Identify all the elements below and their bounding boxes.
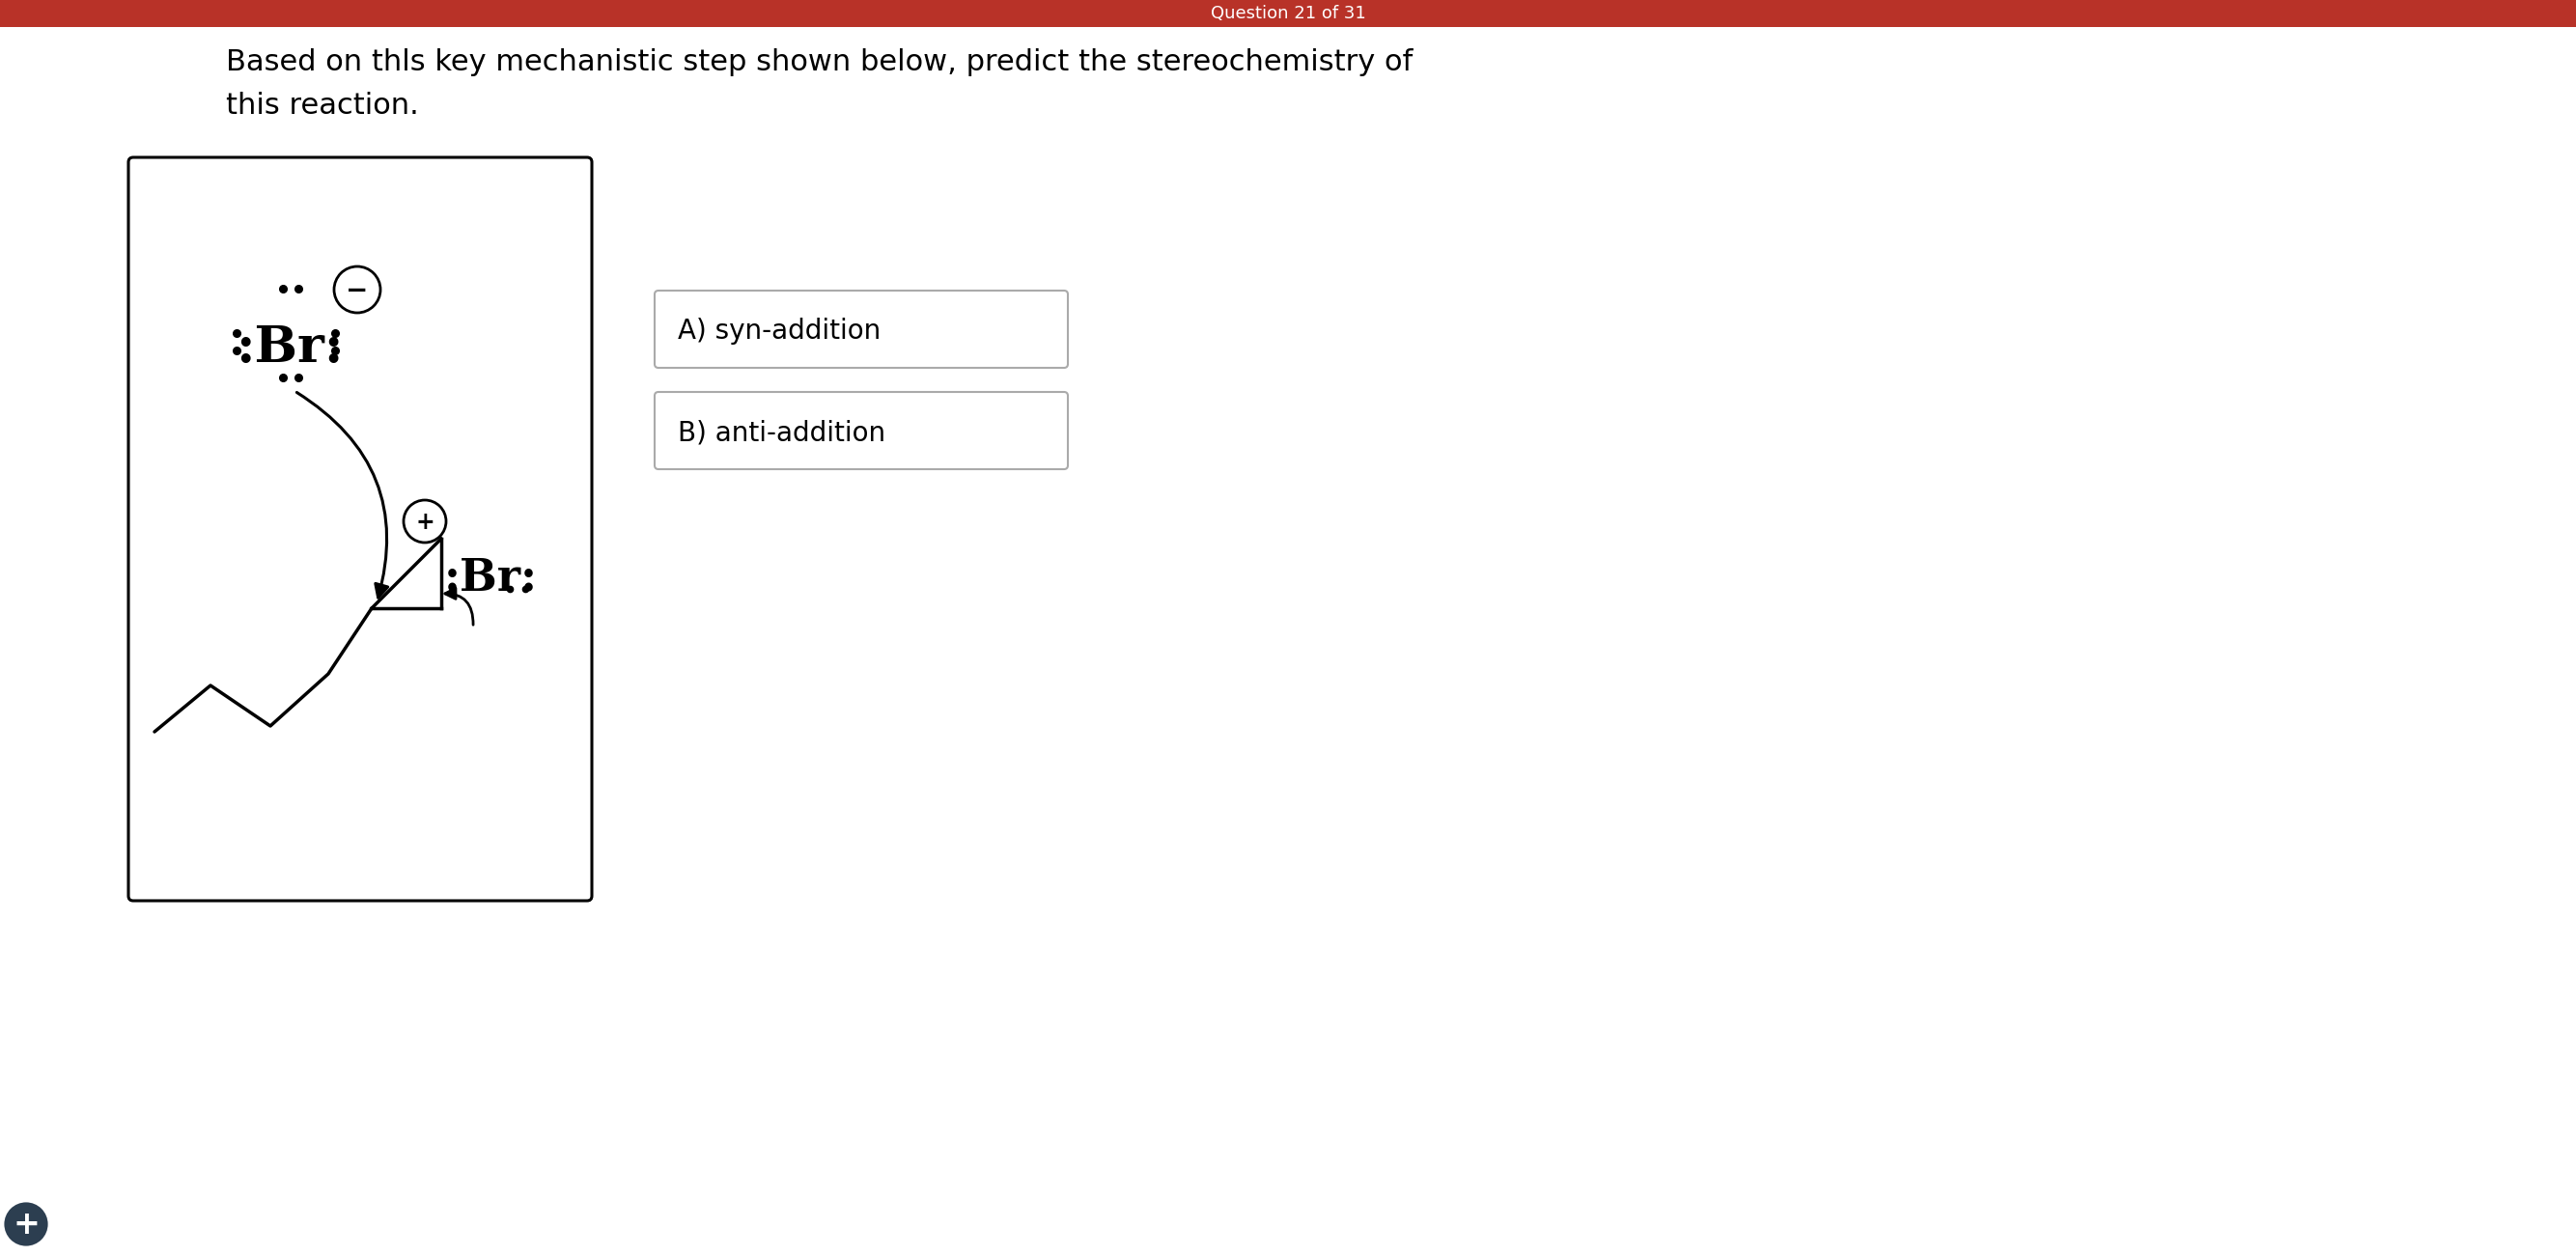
FancyArrowPatch shape: [296, 392, 389, 598]
FancyArrowPatch shape: [446, 588, 474, 624]
Text: Question 21 of 31: Question 21 of 31: [1211, 5, 1365, 23]
Text: this reaction.: this reaction.: [227, 92, 420, 119]
Text: −: −: [345, 278, 368, 304]
FancyBboxPatch shape: [654, 290, 1069, 368]
FancyBboxPatch shape: [129, 157, 592, 901]
Text: Based on thls key mechanistic step shown below, predict the stereochemistry of: Based on thls key mechanistic step shown…: [227, 48, 1412, 77]
Text: B) anti-addition: B) anti-addition: [677, 420, 886, 446]
FancyBboxPatch shape: [654, 392, 1069, 470]
Bar: [0, 0, 2576, 28]
Text: :Br:: :Br:: [443, 555, 538, 599]
Text: A) syn-addition: A) syn-addition: [677, 318, 881, 344]
Text: +: +: [13, 1210, 39, 1241]
Text: +: +: [415, 511, 435, 534]
Circle shape: [3, 1201, 49, 1247]
Text: :Br:: :Br:: [237, 323, 343, 372]
